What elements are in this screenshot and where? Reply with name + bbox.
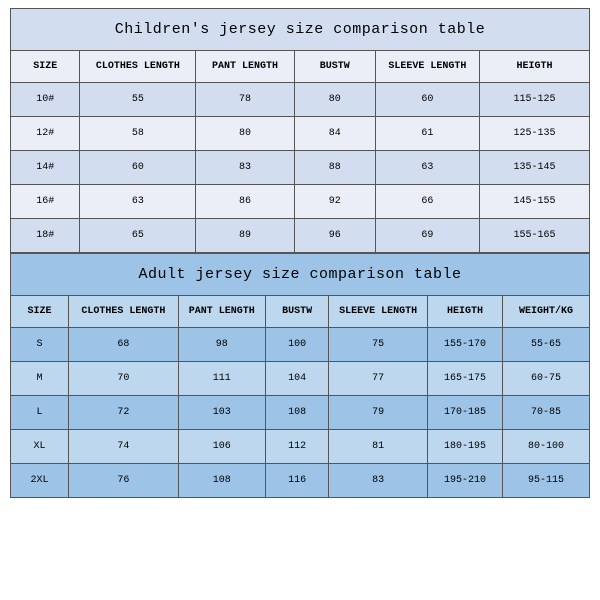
- table-row: 14#60838863135-145: [11, 151, 590, 185]
- adult-cell: 106: [178, 430, 265, 464]
- adult-col-0: SIZE: [11, 296, 69, 328]
- children-cell: 60: [80, 151, 196, 185]
- adult-cell: 155-170: [427, 328, 502, 362]
- children-cell: 69: [375, 219, 479, 253]
- adult-cell: 81: [329, 430, 427, 464]
- adult-cell: 108: [178, 464, 265, 498]
- adult-cell: M: [11, 362, 69, 396]
- adult-cell: 68: [68, 328, 178, 362]
- adult-cell: 70-85: [503, 396, 590, 430]
- children-cell: 65: [80, 219, 196, 253]
- adult-col-3: BUSTW: [265, 296, 329, 328]
- adult-cell: 60-75: [503, 362, 590, 396]
- table-row: L7210310879170-18570-85: [11, 396, 590, 430]
- children-cell: 80: [294, 83, 375, 117]
- adult-cell: 75: [329, 328, 427, 362]
- children-cell: 135-145: [479, 151, 589, 185]
- children-cell: 125-135: [479, 117, 589, 151]
- children-col-4: SLEEVE LENGTH: [375, 51, 479, 83]
- adult-cell: 195-210: [427, 464, 502, 498]
- adult-cell: 70: [68, 362, 178, 396]
- children-cell: 96: [294, 219, 375, 253]
- adult-cell: 100: [265, 328, 329, 362]
- adult-cell: 77: [329, 362, 427, 396]
- adult-cell: 74: [68, 430, 178, 464]
- children-cell: 66: [375, 185, 479, 219]
- children-cell: 61: [375, 117, 479, 151]
- adult-cell: 55-65: [503, 328, 590, 362]
- children-cell: 63: [80, 185, 196, 219]
- children-cell: 86: [196, 185, 294, 219]
- table-row: 10#55788060115-125: [11, 83, 590, 117]
- adult-cell: 108: [265, 396, 329, 430]
- adult-cell: 111: [178, 362, 265, 396]
- table-row: 12#58808461125-135: [11, 117, 590, 151]
- children-cell: 83: [196, 151, 294, 185]
- adult-cell: 2XL: [11, 464, 69, 498]
- children-col-5: HEIGTH: [479, 51, 589, 83]
- adult-cell: 98: [178, 328, 265, 362]
- children-cell: 92: [294, 185, 375, 219]
- children-body: 10#55788060115-12512#58808461125-13514#6…: [11, 83, 590, 253]
- adult-col-5: HEIGTH: [427, 296, 502, 328]
- children-cell: 60: [375, 83, 479, 117]
- children-col-1: CLOTHES LENGTH: [80, 51, 196, 83]
- adult-cell: 116: [265, 464, 329, 498]
- children-size-table: Children's jersey size comparison table …: [10, 8, 590, 253]
- children-cell: 58: [80, 117, 196, 151]
- adult-col-1: CLOTHES LENGTH: [68, 296, 178, 328]
- children-title-row: Children's jersey size comparison table: [11, 9, 590, 51]
- adult-body: S689810075155-17055-65M7011110477165-175…: [11, 328, 590, 498]
- children-col-2: PANT LENGTH: [196, 51, 294, 83]
- adult-cell: 104: [265, 362, 329, 396]
- adult-cell: 83: [329, 464, 427, 498]
- table-row: M7011110477165-17560-75: [11, 362, 590, 396]
- adult-cell: 103: [178, 396, 265, 430]
- adult-col-2: PANT LENGTH: [178, 296, 265, 328]
- children-cell: 63: [375, 151, 479, 185]
- children-cell: 12#: [11, 117, 80, 151]
- adult-title-row: Adult jersey size comparison table: [11, 254, 590, 296]
- table-row: S689810075155-17055-65: [11, 328, 590, 362]
- adult-cell: 95-115: [503, 464, 590, 498]
- table-row: 18#65899669155-165: [11, 219, 590, 253]
- adult-cell: 80-100: [503, 430, 590, 464]
- table-row: 16#63869266145-155: [11, 185, 590, 219]
- children-cell: 55: [80, 83, 196, 117]
- children-cell: 89: [196, 219, 294, 253]
- children-cell: 10#: [11, 83, 80, 117]
- adult-header-row: SIZECLOTHES LENGTHPANT LENGTHBUSTWSLEEVE…: [11, 296, 590, 328]
- children-cell: 14#: [11, 151, 80, 185]
- adult-cell: 76: [68, 464, 178, 498]
- adult-col-4: SLEEVE LENGTH: [329, 296, 427, 328]
- adult-title: Adult jersey size comparison table: [11, 254, 590, 296]
- adult-size-table: Adult jersey size comparison table SIZEC…: [10, 253, 590, 498]
- children-cell: 78: [196, 83, 294, 117]
- children-col-3: BUSTW: [294, 51, 375, 83]
- children-col-0: SIZE: [11, 51, 80, 83]
- adult-cell: 112: [265, 430, 329, 464]
- children-title: Children's jersey size comparison table: [11, 9, 590, 51]
- table-row: XL7410611281180-19580-100: [11, 430, 590, 464]
- adult-cell: 79: [329, 396, 427, 430]
- table-row: 2XL7610811683195-21095-115: [11, 464, 590, 498]
- children-cell: 115-125: [479, 83, 589, 117]
- adult-cell: 165-175: [427, 362, 502, 396]
- children-cell: 18#: [11, 219, 80, 253]
- children-cell: 84: [294, 117, 375, 151]
- children-cell: 88: [294, 151, 375, 185]
- children-header-row: SIZECLOTHES LENGTHPANT LENGTHBUSTWSLEEVE…: [11, 51, 590, 83]
- children-cell: 80: [196, 117, 294, 151]
- adult-cell: 72: [68, 396, 178, 430]
- children-cell: 145-155: [479, 185, 589, 219]
- adult-col-6: WEIGHT/KG: [503, 296, 590, 328]
- children-cell: 16#: [11, 185, 80, 219]
- adult-cell: XL: [11, 430, 69, 464]
- children-cell: 155-165: [479, 219, 589, 253]
- adult-cell: L: [11, 396, 69, 430]
- adult-cell: 180-195: [427, 430, 502, 464]
- adult-cell: S: [11, 328, 69, 362]
- adult-cell: 170-185: [427, 396, 502, 430]
